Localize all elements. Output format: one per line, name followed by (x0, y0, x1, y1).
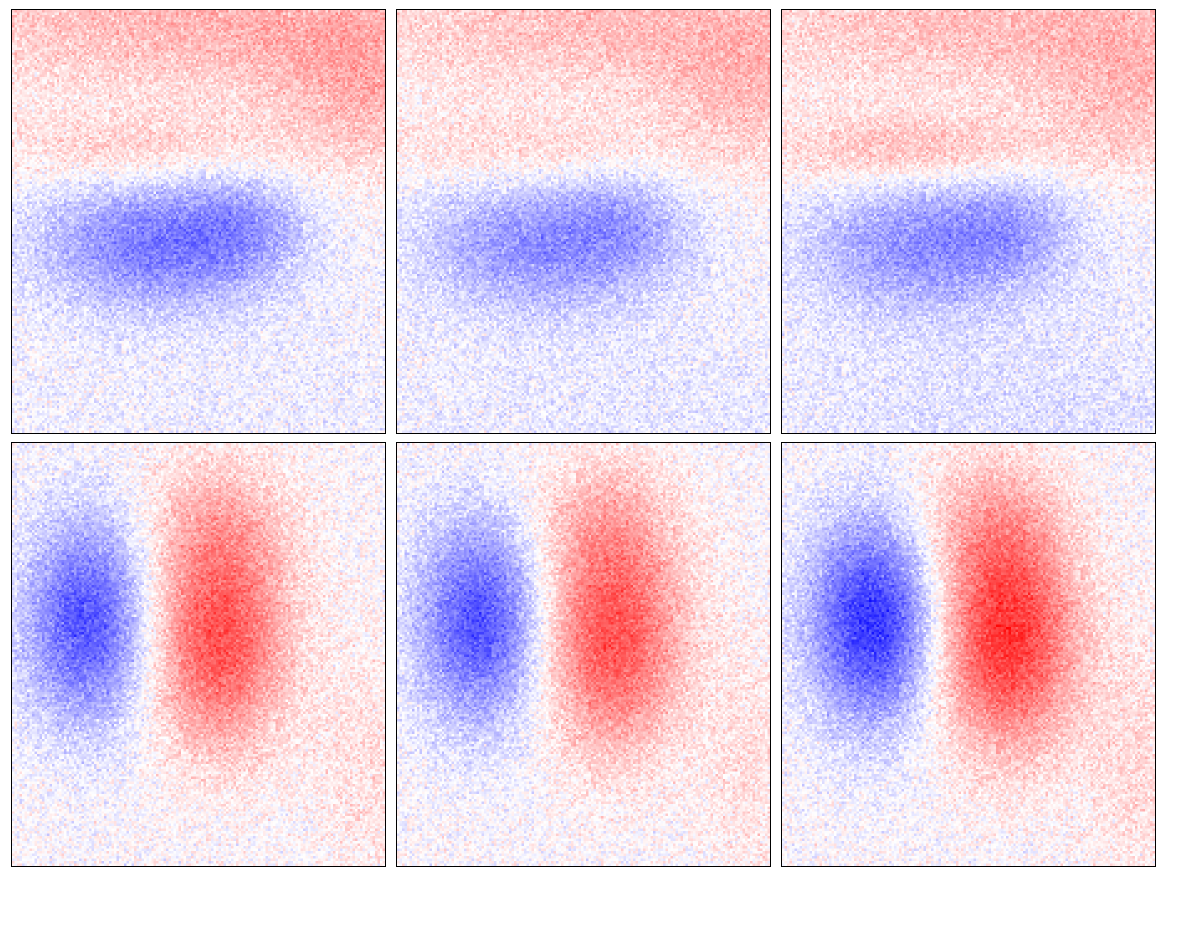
heatmap-image (397, 443, 770, 866)
map-panel-row2-col1 (11, 442, 386, 867)
heatmap-image (12, 443, 385, 866)
map-panel-row1-col3 (781, 9, 1156, 434)
heatmap-image (782, 10, 1155, 433)
heatmap-image (782, 443, 1155, 866)
map-panel-row1-col1 (11, 9, 386, 434)
map-panel-row1-col2 (396, 9, 771, 434)
heatmap-image (12, 10, 385, 433)
map-panel-row2-col3 (781, 442, 1156, 867)
heatmap-image (397, 10, 770, 433)
map-panel-row2-col2 (396, 442, 771, 867)
